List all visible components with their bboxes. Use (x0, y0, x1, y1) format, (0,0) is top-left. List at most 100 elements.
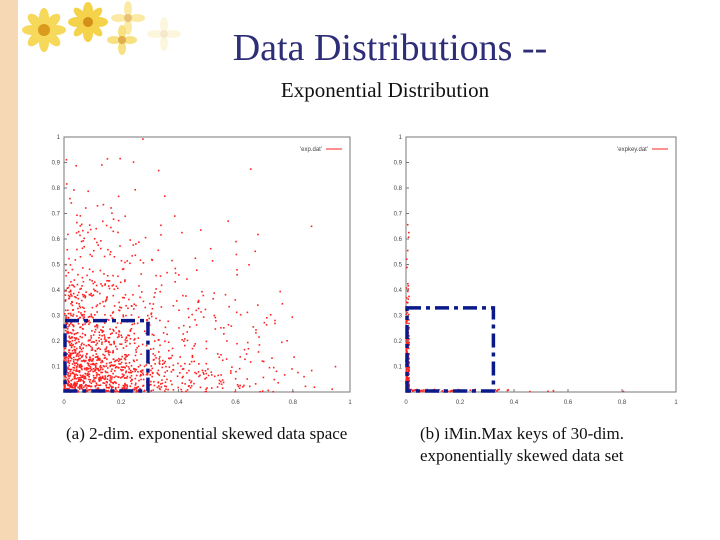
scatter-point (84, 295, 87, 298)
scatter-point (89, 359, 92, 361)
scatter-point (77, 363, 79, 366)
scatter-point (64, 290, 67, 292)
scatter-point (71, 386, 73, 389)
scatter-point (105, 298, 108, 301)
scatter-point (105, 224, 108, 227)
scatter-point (124, 366, 126, 369)
scatter-point (88, 378, 90, 381)
scatter-point (122, 347, 125, 349)
scatter-point (89, 378, 92, 381)
scatter-point (96, 326, 99, 329)
scatter-point (126, 387, 128, 390)
scatter-point (622, 390, 625, 393)
scatter-point (86, 374, 89, 377)
scatter-point (90, 315, 93, 318)
scatter-point (77, 358, 80, 361)
scatter-point (120, 369, 123, 372)
scatter-point (164, 326, 167, 329)
scatter-point (65, 370, 68, 373)
scatter-point (221, 379, 224, 381)
scatter-point (158, 374, 161, 376)
scatter-point (218, 379, 221, 382)
scatter-point (153, 384, 156, 387)
scatter-point (65, 317, 67, 320)
scatter-point (96, 355, 99, 358)
scatter-point (90, 382, 93, 385)
scatter-point (237, 385, 240, 388)
scatter-point (159, 383, 162, 385)
scatter-point (105, 339, 107, 341)
scatter-point (68, 291, 71, 293)
scatter-point (150, 389, 153, 392)
scatter-point (152, 353, 155, 355)
scatter-point (68, 375, 71, 377)
scatter-point (112, 294, 115, 297)
scatter-point (150, 365, 153, 367)
scatter-point (195, 372, 198, 375)
scatter-point (177, 386, 180, 389)
scatter-point (163, 375, 166, 378)
flower-decoration-icon (22, 1, 181, 55)
scatter-point (156, 386, 159, 389)
scatter-point (70, 281, 72, 283)
scatter-point (405, 379, 408, 382)
scatter-point (105, 347, 108, 350)
scatter-point (77, 307, 79, 310)
scatter-point (405, 370, 408, 372)
scatter-point (104, 376, 107, 379)
scatter-point (67, 379, 70, 382)
scatter-point (86, 274, 88, 277)
scatter-point (84, 359, 87, 362)
scatter-point (65, 289, 67, 292)
scatter-point (138, 379, 140, 382)
y-tick-label: 0.9 (52, 161, 61, 167)
scatter-point (408, 368, 410, 370)
scatter-point (172, 389, 175, 391)
scatter-point (79, 225, 82, 227)
scatter-point (75, 296, 77, 299)
scatter-point (78, 386, 80, 389)
y-tick-label: 0.1 (394, 365, 403, 371)
y-tick-label: 0.3 (394, 314, 403, 320)
scatter-point (120, 259, 123, 262)
scatter-point (97, 369, 100, 372)
scatter-point (77, 322, 80, 325)
scatter-point (129, 376, 131, 379)
scatter-point (127, 354, 130, 356)
scatter-point (88, 380, 91, 383)
scatter-point (406, 223, 409, 226)
scatter-point (134, 386, 136, 389)
scatter-point (180, 365, 182, 367)
scatter-point (103, 365, 106, 368)
scatter-point (88, 344, 91, 347)
scatter-point (78, 365, 81, 367)
scatter-point (408, 353, 410, 356)
scatter-point (79, 316, 81, 319)
scatter-point (249, 168, 252, 170)
scatter-point (130, 314, 133, 316)
scatter-point (130, 305, 133, 307)
scatter-point (102, 368, 104, 371)
scatter-point (69, 384, 72, 387)
scatter-point (107, 387, 110, 389)
scatter-point (164, 390, 166, 392)
scatter-point (72, 366, 75, 369)
left-accent-bar (0, 0, 18, 540)
scatter-point (186, 331, 189, 333)
scatter-point (211, 374, 213, 376)
scatter-point (69, 356, 72, 359)
scatter-point (547, 390, 549, 393)
scatter-point (67, 312, 70, 315)
scatter-point (81, 276, 84, 279)
scatter-point (83, 294, 86, 297)
scatter-point (95, 353, 98, 355)
scatter-point (153, 340, 156, 342)
scatter-point (217, 374, 220, 377)
scatter-point (243, 348, 246, 351)
scatter-point (68, 257, 70, 260)
scatter-point (161, 363, 164, 365)
scatter-point (161, 359, 164, 362)
scatter-point (129, 330, 132, 333)
scatter-point (89, 315, 91, 318)
scatter-point (171, 383, 173, 386)
